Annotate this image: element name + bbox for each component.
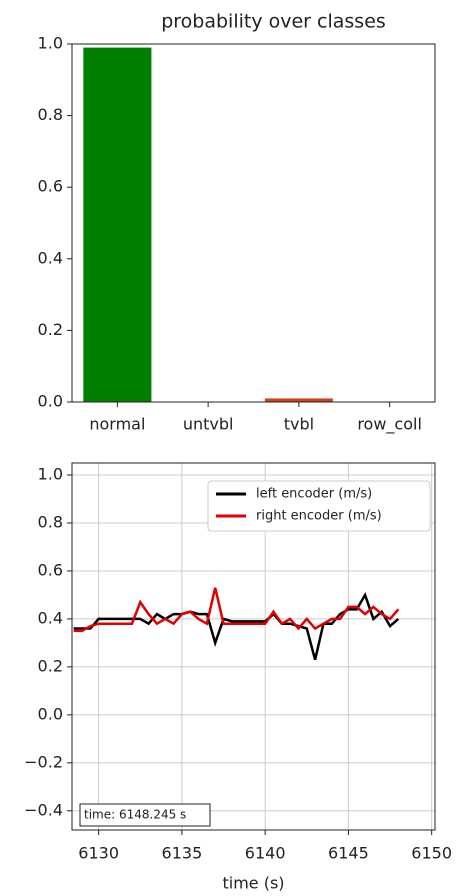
y-tick-label: 0.8 — [38, 105, 63, 124]
y-tick-label: 1.0 — [38, 34, 63, 53]
bar — [83, 47, 152, 403]
x-tick-label: tvbl — [284, 415, 314, 434]
series-line — [73, 587, 400, 633]
bar — [264, 398, 333, 402]
plot-frame — [71, 462, 436, 831]
y-tick-label: −0.4 — [24, 800, 63, 819]
y-tick-label: −0.2 — [24, 752, 63, 771]
x-tick-label: normal — [89, 415, 145, 434]
x-tick-label: 6130 — [78, 844, 119, 863]
annotation-box — [79, 803, 211, 827]
series-line — [73, 591, 400, 661]
plot-frame — [71, 43, 436, 403]
y-tick-label: 0.4 — [38, 608, 63, 627]
y-tick-label: 0.6 — [38, 560, 63, 579]
y-tick-label: 0.8 — [38, 512, 63, 531]
chart-title: probability over classes — [161, 11, 386, 33]
x-tick-label: 6145 — [328, 844, 369, 863]
y-tick-label: 0.2 — [38, 656, 63, 675]
x-tick-label: 6150 — [411, 844, 452, 863]
x-tick-label: untvbl — [183, 415, 234, 434]
x-axis-label: time (s) — [222, 874, 284, 893]
y-tick-label: 0.4 — [38, 248, 63, 267]
x-tick-label: row_coll — [357, 415, 422, 435]
annotation: time: 6148.245 s — [84, 808, 186, 822]
y-tick-label: 1.0 — [38, 464, 63, 483]
y-tick-label: 0.0 — [38, 704, 63, 723]
x-tick-label: 6140 — [245, 844, 286, 863]
x-tick-label: 6135 — [162, 844, 203, 863]
y-tick-label: 0.0 — [38, 392, 63, 411]
y-tick-label: 0.6 — [38, 177, 63, 196]
legend-label: right encoder (m/s) — [256, 509, 382, 524]
legend-label: left encoder (m/s) — [256, 487, 372, 502]
legend-box — [207, 480, 431, 532]
y-tick-label: 0.2 — [38, 320, 63, 339]
